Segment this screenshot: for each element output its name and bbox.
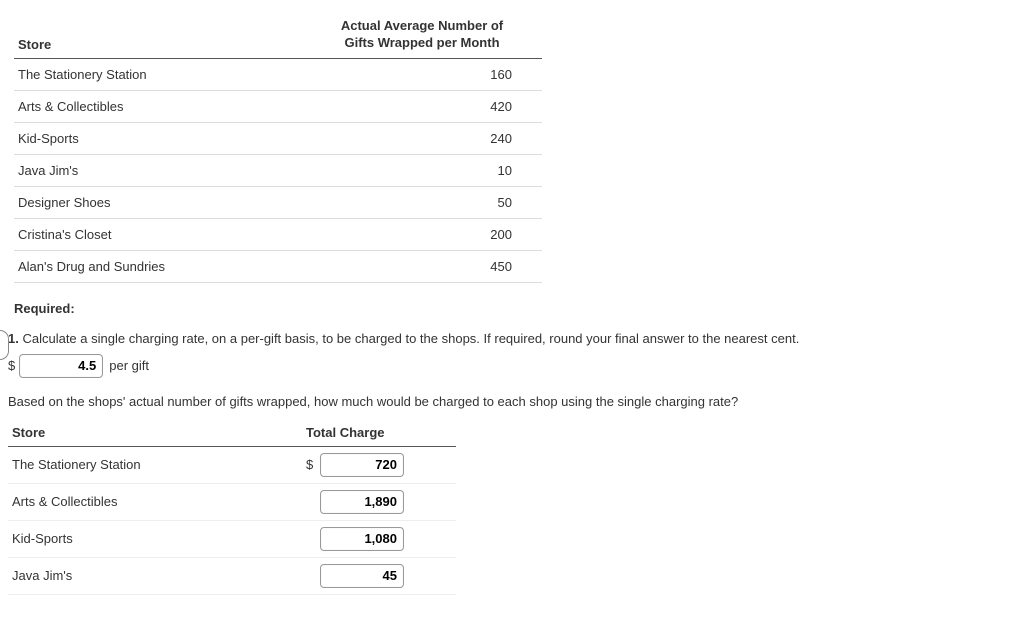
q1-number: 1. xyxy=(8,331,19,346)
num-cell: 50 xyxy=(308,186,542,218)
question-1: 1. Calculate a single charging rate, on … xyxy=(8,330,1010,348)
header-charge: Total Charge xyxy=(302,419,456,447)
charge-input[interactable] xyxy=(320,527,404,551)
header-store: Store xyxy=(14,12,308,58)
store-cell: Java Jim's xyxy=(8,557,302,594)
table-row: Java Jim's xyxy=(8,557,456,594)
table-row: Kid-Sports xyxy=(8,520,456,557)
table-row: Java Jim's10 xyxy=(14,154,542,186)
charge-cell: $ xyxy=(302,446,456,483)
store-cell: Designer Shoes xyxy=(14,186,308,218)
num-cell: 200 xyxy=(308,218,542,250)
table-row: Arts & Collectibles xyxy=(8,483,456,520)
gifts-table: Store Actual Average Number of Gifts Wra… xyxy=(14,12,542,283)
q1-text: Calculate a single charging rate, on a p… xyxy=(22,331,799,346)
header-store2: Store xyxy=(8,419,302,447)
num-cell: 240 xyxy=(308,122,542,154)
store-cell: Alan's Drug and Sundries xyxy=(14,250,308,282)
rate-input[interactable] xyxy=(19,354,103,378)
store-cell: Kid-Sports xyxy=(8,520,302,557)
charge-input[interactable] xyxy=(320,490,404,514)
store-cell: Java Jim's xyxy=(14,154,308,186)
table-row: Cristina's Closet200 xyxy=(14,218,542,250)
dollar-sign: $ xyxy=(8,358,15,373)
table-row: Alan's Drug and Sundries450 xyxy=(14,250,542,282)
num-cell: 450 xyxy=(308,250,542,282)
header-num: Actual Average Number of Gifts Wrapped p… xyxy=(308,12,542,58)
num-cell: 160 xyxy=(308,58,542,90)
table-row: Designer Shoes50 xyxy=(14,186,542,218)
num-cell: 10 xyxy=(308,154,542,186)
table-row: Arts & Collectibles420 xyxy=(14,90,542,122)
sub-question: Based on the shops' actual number of gif… xyxy=(8,394,1010,409)
charge-table: Store Total Charge The Stationery Statio… xyxy=(8,419,456,595)
paren-tab xyxy=(0,330,9,360)
charge-cell xyxy=(302,557,456,594)
charge-input[interactable] xyxy=(320,453,404,477)
charge-cell xyxy=(302,520,456,557)
per-gift-label: per gift xyxy=(109,358,149,373)
charge-cell xyxy=(302,483,456,520)
store-cell: Arts & Collectibles xyxy=(8,483,302,520)
charge-input[interactable] xyxy=(320,564,404,588)
store-cell: Kid-Sports xyxy=(14,122,308,154)
dollar-sign: $ xyxy=(306,457,316,472)
table-row: The Stationery Station160 xyxy=(14,58,542,90)
store-cell: The Stationery Station xyxy=(14,58,308,90)
store-cell: The Stationery Station xyxy=(8,446,302,483)
store-cell: Arts & Collectibles xyxy=(14,90,308,122)
table-row: Kid-Sports240 xyxy=(14,122,542,154)
required-label: Required: xyxy=(14,301,1010,316)
num-cell: 420 xyxy=(308,90,542,122)
table-row: The Stationery Station $ xyxy=(8,446,456,483)
store-cell: Cristina's Closet xyxy=(14,218,308,250)
